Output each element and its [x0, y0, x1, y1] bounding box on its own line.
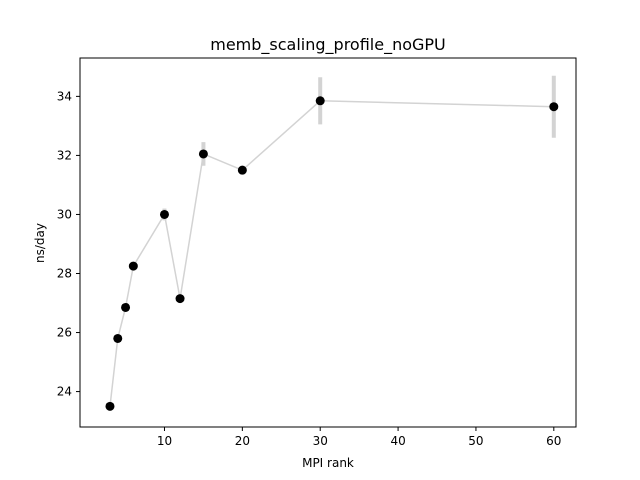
series-line: [109, 100, 554, 407]
y-tick-label-1: 26: [57, 326, 72, 340]
y-tick-label-4: 32: [57, 148, 72, 162]
data-point-5: [175, 294, 185, 304]
x-tick-label-2: 30: [313, 434, 328, 448]
y-axis: 24 26 28 30 32 34: [57, 89, 80, 399]
data-point-7: [237, 165, 247, 175]
y-tick-label-0: 24: [57, 385, 72, 399]
x-tick-label-1: 20: [235, 434, 250, 448]
x-axis: 10 20 30 40 50 60: [157, 427, 561, 448]
data-point-2: [121, 302, 131, 312]
data-point-4: [159, 209, 169, 219]
data-point-8: [315, 96, 325, 106]
chart-title: memb_scaling_profile_noGPU: [210, 35, 446, 55]
data-point-1: [113, 333, 123, 343]
axes-frame: [79, 57, 577, 428]
x-tick-label-0: 10: [157, 434, 172, 448]
data-point-0: [105, 401, 115, 411]
y-axis-label: ns/day: [33, 223, 47, 263]
x-tick-label-5: 60: [546, 434, 561, 448]
x-tick-label-3: 40: [390, 434, 405, 448]
plot-area: [105, 75, 559, 411]
data-point-3: [128, 261, 138, 271]
data-point-9: [549, 102, 559, 112]
x-axis-label: MPI rank: [302, 456, 354, 470]
y-tick-label-2: 28: [57, 266, 72, 280]
y-tick-label-5: 34: [57, 89, 72, 103]
y-tick-label-3: 30: [57, 207, 72, 221]
x-tick-label-4: 50: [468, 434, 483, 448]
data-point-6: [198, 149, 208, 159]
